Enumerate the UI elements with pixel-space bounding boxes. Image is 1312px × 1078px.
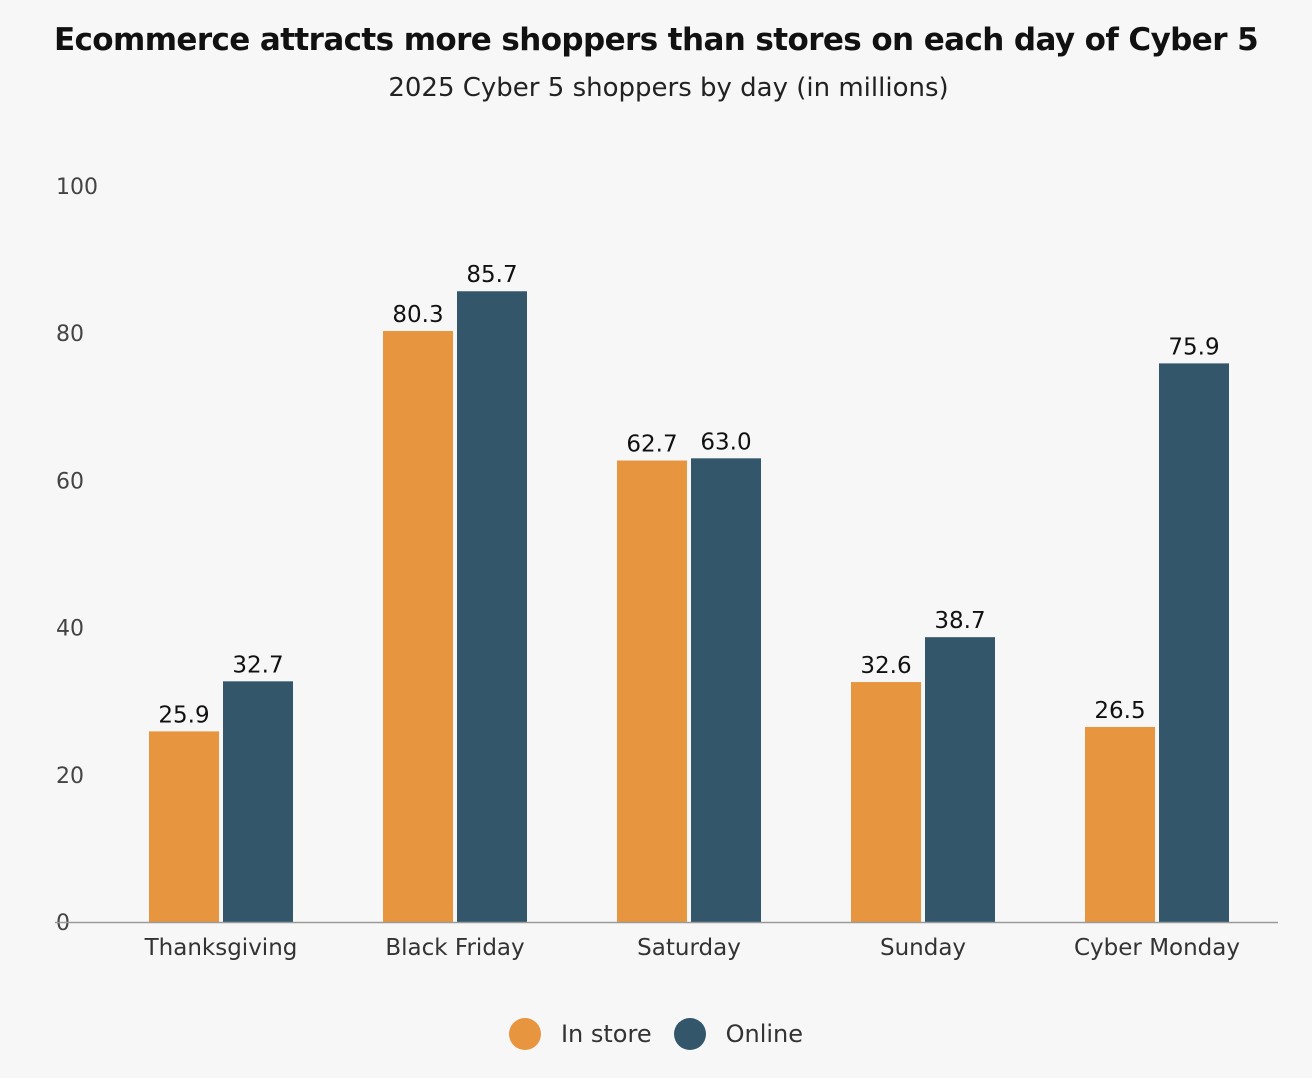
data-label: 62.7	[626, 432, 677, 458]
legend-label-online: Online	[725, 1020, 804, 1048]
y-tick-label: 20	[56, 764, 84, 789]
data-label: 38.7	[934, 608, 985, 634]
y-tick-label: 80	[56, 322, 84, 347]
legend-item-in-store: In store	[508, 1018, 652, 1050]
bar	[457, 291, 527, 922]
bar	[1159, 363, 1229, 923]
bar	[383, 330, 453, 922]
bar	[925, 637, 995, 922]
legend-label-in-store: In store	[560, 1020, 652, 1048]
bar-chart: 0 20 40 60 80 100 25.9 32.7 Thanksgiving 80.3 85.7…	[55, 175, 1278, 961]
bar	[149, 731, 219, 922]
x-tick-label: Sunday	[880, 935, 966, 961]
x-tick-label: Thanksgiving	[144, 935, 298, 961]
data-label: 80.3	[392, 302, 443, 328]
data-label: 25.9	[158, 702, 209, 728]
data-label: 75.9	[1168, 334, 1219, 360]
y-tick-label: 60	[56, 469, 84, 494]
data-label: 26.5	[1094, 698, 1145, 724]
chart-legend: In store Online	[0, 1018, 1312, 1050]
data-label: 85.7	[466, 262, 517, 288]
data-label: 63.0	[700, 429, 751, 455]
x-tick-label: Cyber Monday	[1074, 935, 1240, 961]
bar	[223, 681, 293, 922]
legend-swatch-online	[673, 1018, 706, 1050]
y-tick-label: 100	[56, 175, 98, 200]
x-tick-label: Black Friday	[385, 935, 524, 961]
y-tick-label: 40	[56, 617, 84, 642]
bar	[617, 460, 687, 922]
data-label: 32.6	[860, 653, 911, 679]
bar	[691, 458, 761, 922]
chart-subtitle: 2025 Cyber 5 shoppers by day (in million…	[388, 73, 949, 103]
y-tick-label: 0	[56, 911, 70, 936]
x-tick-label: Saturday	[637, 935, 741, 961]
bar	[851, 682, 921, 922]
data-label: 32.7	[232, 652, 283, 678]
legend-item-online: Online	[673, 1018, 804, 1050]
chart-title: Ecommerce attracts more shoppers than st…	[53, 22, 1259, 58]
bar	[1085, 726, 1155, 922]
legend-swatch-in-store	[508, 1018, 541, 1050]
